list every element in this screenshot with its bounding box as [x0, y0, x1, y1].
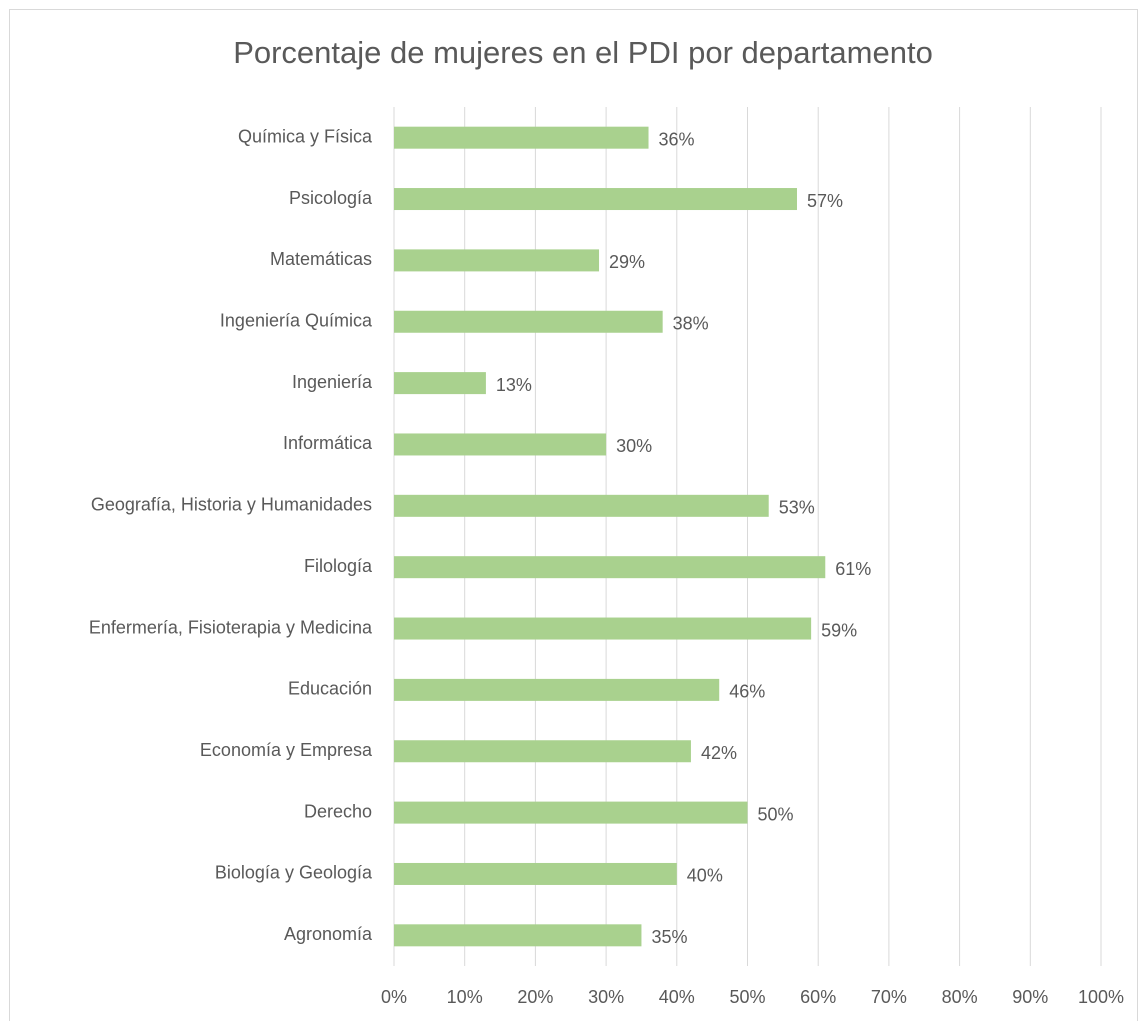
bar	[394, 924, 642, 947]
x-tick-label: 10%	[447, 987, 483, 1007]
y-tick-label: Química y Física	[238, 126, 373, 146]
y-tick-label: Geografía, Historia y Humanidades	[91, 495, 372, 515]
chart-title: Porcentaje de mujeres en el PDI por depa…	[233, 35, 933, 70]
bar	[394, 862, 677, 885]
bar	[394, 740, 691, 763]
bar	[394, 188, 797, 211]
x-tick-label: 50%	[729, 987, 765, 1007]
x-tick-label: 0%	[381, 987, 407, 1007]
bar	[394, 249, 600, 272]
x-tick-label: 100%	[1078, 987, 1124, 1007]
data-label: 59%	[821, 620, 857, 640]
y-tick-label: Enfermería, Fisioterapia y Medicina	[89, 617, 373, 637]
bar	[394, 310, 663, 333]
y-tick-label: Informática	[283, 433, 373, 453]
data-label: 30%	[616, 436, 652, 456]
y-tick-label: Educación	[288, 679, 372, 699]
y-tick-label: Matemáticas	[270, 249, 372, 269]
x-tick-label: 90%	[1012, 987, 1048, 1007]
y-tick-label: Biología y Geología	[215, 863, 373, 883]
x-tick-label: 30%	[588, 987, 624, 1007]
data-label: 42%	[701, 743, 737, 763]
bar	[394, 801, 748, 824]
bar	[394, 617, 812, 640]
data-label: 13%	[496, 375, 532, 395]
data-label: 46%	[729, 682, 765, 702]
bar	[394, 494, 769, 517]
data-label: 40%	[687, 866, 723, 886]
bar	[394, 433, 607, 456]
data-label: 53%	[779, 498, 815, 518]
y-tick-label: Filología	[304, 556, 373, 576]
y-tick-label: Agronomía	[284, 924, 373, 944]
bar	[394, 372, 486, 395]
data-label: 50%	[758, 804, 794, 824]
data-label: 36%	[659, 129, 695, 149]
y-tick-label: Psicología	[289, 188, 373, 208]
data-label: 57%	[807, 191, 843, 211]
data-label: 61%	[835, 559, 871, 579]
y-tick-label: Derecho	[304, 801, 372, 821]
data-label: 38%	[673, 314, 709, 334]
x-tick-label: 60%	[800, 987, 836, 1007]
x-tick-label: 70%	[871, 987, 907, 1007]
bar	[394, 126, 649, 149]
x-tick-label: 20%	[517, 987, 553, 1007]
data-label: 29%	[609, 252, 645, 272]
x-tick-label: 80%	[942, 987, 978, 1007]
bar	[394, 556, 826, 579]
y-tick-label: Ingeniería	[292, 372, 373, 392]
x-tick-label: 40%	[659, 987, 695, 1007]
y-tick-label: Economía y Empresa	[200, 740, 373, 760]
data-label: 35%	[651, 927, 687, 947]
bar	[394, 678, 720, 701]
y-tick-label: Ingeniería Química	[220, 311, 373, 331]
